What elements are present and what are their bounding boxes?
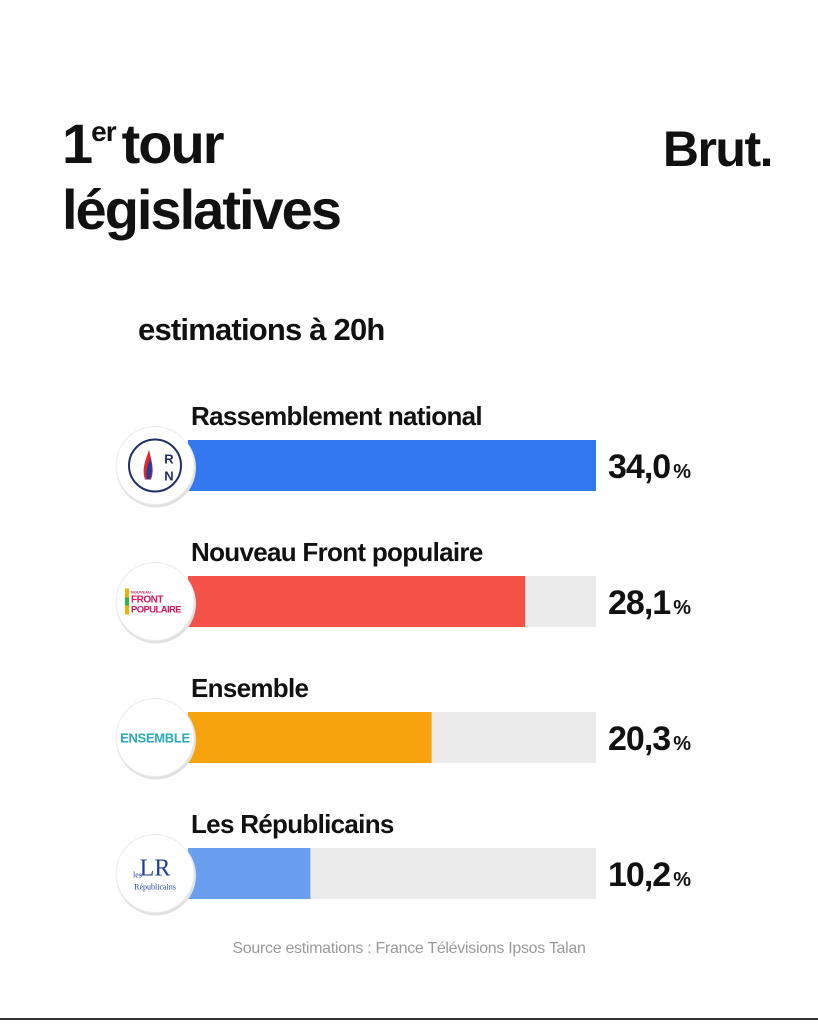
category-label: Ensemble [191, 673, 308, 703]
logo-circle [115, 698, 195, 777]
rn-logo-icon: RN [115, 426, 196, 508]
logo-text: N [164, 469, 173, 484]
title-superscript: er [91, 116, 116, 147]
bar [188, 712, 432, 763]
logo-circle [115, 426, 195, 505]
bar [188, 440, 596, 491]
logo-stripe [125, 597, 129, 606]
category-label: Les Républicains [191, 809, 394, 839]
category-label: Rassemblement national [191, 401, 482, 431]
logo-text: ENSEMBLE [120, 731, 190, 746]
logo-text: R [164, 452, 174, 467]
logo-text: NOUVEAU [131, 590, 151, 595]
title-line-2: législatives [62, 178, 342, 241]
ensemble-logo-icon: ENSEMBLE [115, 698, 196, 780]
logo-ring [128, 438, 182, 493]
logo-text: les [133, 871, 142, 880]
value-label: 34,0% [608, 448, 691, 486]
bar-row: Ensemble 20,3 % ENSEMBLE [115, 673, 692, 780]
value-label: 28,1% [608, 584, 691, 622]
bar [188, 576, 526, 627]
title-line-1: 1er tour [62, 116, 224, 172]
category-label: Nouveau Front populaire [191, 537, 483, 567]
logo-circle [115, 562, 195, 641]
flame-inner-icon [146, 457, 152, 480]
bottom-divider [0, 1018, 818, 1020]
logo-text: FRONT [131, 595, 163, 606]
logo-circle [115, 834, 195, 913]
chart-subtitle: estimations à 20h [138, 312, 385, 347]
title-word: tour [121, 112, 225, 175]
title-number: 1 [62, 112, 93, 175]
bar-row: Rassemblement national 34,0 % RN [115, 401, 692, 508]
value-label: 20,3% [608, 720, 691, 758]
brand-logo: Brut. [662, 121, 774, 177]
source-note: Source estimations : France Télévisions … [232, 940, 586, 957]
bar [188, 848, 311, 899]
logo-text: Républicains [134, 883, 176, 892]
logo-text: POPULAIRE [131, 605, 181, 616]
value-label: 10,2% [608, 856, 691, 894]
logo-text: LR [140, 856, 171, 882]
bar-row: Nouveau Front populaire 28,1 % NOUVEAUFRONT… [115, 537, 692, 644]
